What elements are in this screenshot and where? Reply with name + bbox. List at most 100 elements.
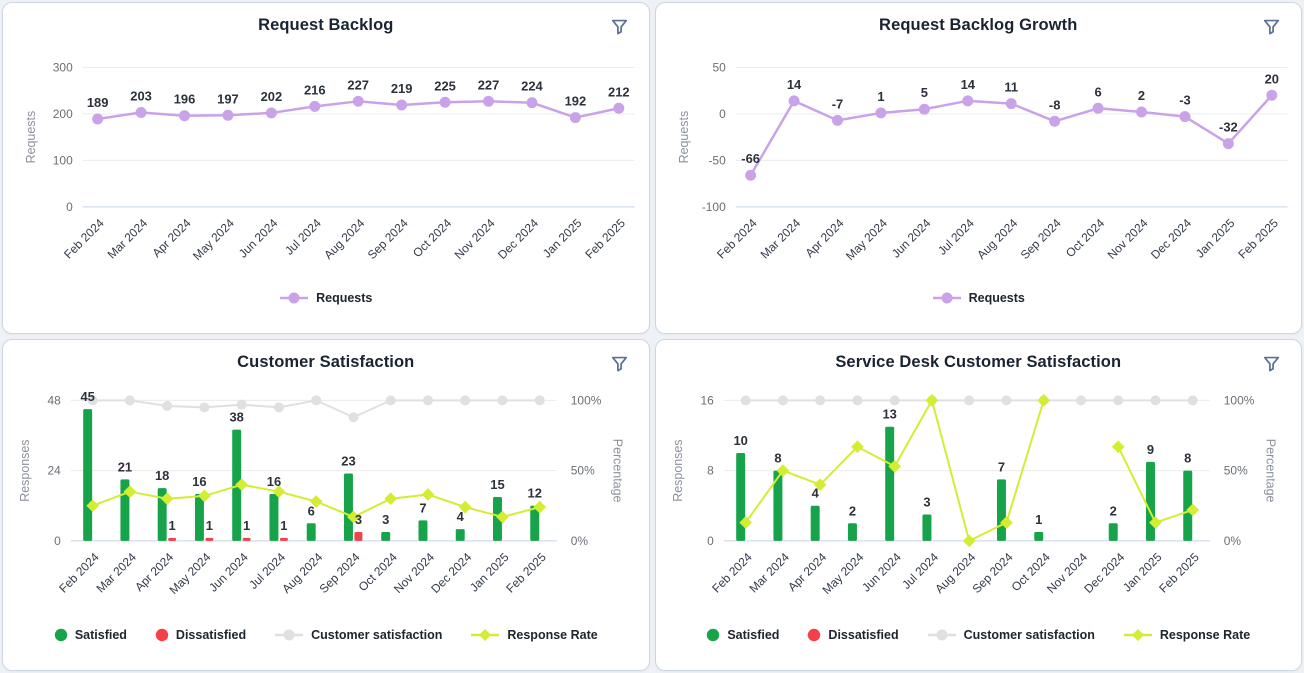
svg-text:Nov 2024: Nov 2024 xyxy=(452,216,498,262)
data-labels: 10 8 4 2 13 3 7 1 2 9 8 xyxy=(733,407,1191,527)
svg-text:-7: -7 xyxy=(831,96,843,111)
svg-text:300: 300 xyxy=(53,60,73,74)
legend-item-response-rate[interactable]: Response Rate xyxy=(1123,628,1250,642)
circle-icon xyxy=(155,628,169,642)
legend-label: Customer satisfaction xyxy=(963,628,1095,642)
svg-text:Aug 2024: Aug 2024 xyxy=(974,216,1020,262)
series-requests xyxy=(92,95,625,125)
diamond-line-icon xyxy=(471,629,500,641)
svg-text:Dec 2024: Dec 2024 xyxy=(1081,550,1127,596)
svg-text:Dec 2024: Dec 2024 xyxy=(428,550,474,596)
svg-text:100%: 100% xyxy=(1223,393,1254,407)
chart-card-customer-satisfaction: Customer Satisfaction 48 24 0 Responses 100%… xyxy=(2,339,650,671)
svg-text:-32: -32 xyxy=(1219,120,1238,135)
svg-text:Feb 2025: Feb 2025 xyxy=(1235,216,1281,262)
legend-item-requests[interactable]: Requests xyxy=(932,291,1025,305)
svg-text:5: 5 xyxy=(920,85,927,100)
svg-text:2: 2 xyxy=(848,503,855,518)
svg-text:-8: -8 xyxy=(1048,97,1060,112)
svg-text:100%: 100% xyxy=(571,393,602,407)
svg-text:Responses: Responses xyxy=(670,439,684,501)
svg-text:Mar 2024: Mar 2024 xyxy=(757,216,803,262)
svg-text:Oct 2024: Oct 2024 xyxy=(1063,216,1107,260)
svg-text:10: 10 xyxy=(733,433,747,448)
svg-text:Percentage: Percentage xyxy=(611,439,625,503)
svg-text:196: 196 xyxy=(174,92,196,107)
gridlines-and-axes: 50 0 -50 -100 Requests xyxy=(676,60,1288,214)
series-response-rate xyxy=(86,478,547,524)
svg-text:48: 48 xyxy=(47,393,61,407)
legend-item-customer-satisfaction[interactable]: Customer satisfaction xyxy=(927,628,1095,642)
svg-text:227: 227 xyxy=(478,77,500,92)
svg-text:Apr 2024: Apr 2024 xyxy=(802,216,846,260)
series-dissatisfied xyxy=(168,532,363,541)
svg-text:50%: 50% xyxy=(571,464,595,478)
legend-item-satisfied[interactable]: Satisfied xyxy=(706,628,779,642)
svg-text:Jan 2025: Jan 2025 xyxy=(1192,216,1237,261)
svg-text:8: 8 xyxy=(774,451,781,466)
legend-label: Satisfied xyxy=(74,628,127,642)
circle-line-icon xyxy=(275,629,304,641)
svg-text:Jun 2024: Jun 2024 xyxy=(206,550,251,595)
data-labels: 189 203 196 197 202 216 227 219 225 227 224 192 212 xyxy=(87,77,630,110)
svg-text:May 2024: May 2024 xyxy=(843,216,890,263)
svg-text:1: 1 xyxy=(877,89,884,104)
svg-text:14: 14 xyxy=(786,77,801,92)
svg-text:192: 192 xyxy=(565,94,587,109)
legend-item-dissatisfied[interactable]: Dissatisfied xyxy=(807,628,899,642)
chart-legend: Requests xyxy=(656,291,1302,305)
legend-item-requests[interactable]: Requests xyxy=(279,291,372,305)
filter-funnel-icon xyxy=(611,19,627,35)
circle-icon xyxy=(808,628,821,642)
chart-title: Service Desk Customer Satisfaction xyxy=(835,353,1122,371)
legend-item-response-rate[interactable]: Response Rate xyxy=(470,628,598,642)
svg-text:-100: -100 xyxy=(701,200,725,214)
filter-funnel-icon-button[interactable] xyxy=(608,15,631,38)
svg-text:20: 20 xyxy=(1264,71,1278,86)
svg-text:Sep 2024: Sep 2024 xyxy=(365,216,411,262)
diamond-line-icon xyxy=(1123,629,1152,641)
svg-text:16: 16 xyxy=(267,474,281,489)
series-requests xyxy=(744,89,1277,181)
svg-text:-50: -50 xyxy=(708,153,726,167)
svg-text:Dec 2024: Dec 2024 xyxy=(495,216,541,262)
data-labels: 45 21 18 16 38 16 6 23 3 7 4 15 12 1 1 1 1 3 xyxy=(80,389,541,533)
legend-item-satisfied[interactable]: Satisfied xyxy=(54,628,127,642)
svg-text:224: 224 xyxy=(521,79,543,94)
svg-text:3: 3 xyxy=(382,512,389,527)
svg-text:6: 6 xyxy=(1094,84,1101,99)
svg-text:4: 4 xyxy=(811,486,819,501)
filter-funnel-icon xyxy=(611,356,627,372)
svg-text:Jul 2024: Jul 2024 xyxy=(935,216,977,258)
svg-text:21: 21 xyxy=(118,459,132,474)
filter-funnel-icon-button[interactable] xyxy=(1260,15,1283,38)
circle-icon xyxy=(54,628,68,642)
filter-funnel-icon-button[interactable] xyxy=(608,352,631,375)
svg-text:7: 7 xyxy=(419,500,426,515)
svg-text:50%: 50% xyxy=(1223,464,1247,478)
svg-text:200: 200 xyxy=(53,107,73,121)
svg-text:16: 16 xyxy=(192,474,206,489)
svg-text:2: 2 xyxy=(1109,503,1116,518)
legend-item-customer-satisfaction[interactable]: Customer satisfaction xyxy=(274,628,442,642)
data-labels: -66 14 -7 1 5 14 11 -8 6 2 -3 -32 20 xyxy=(741,71,1279,166)
filter-funnel-icon-button[interactable] xyxy=(1260,352,1283,375)
svg-text:202: 202 xyxy=(261,89,283,104)
svg-text:Mar 2024: Mar 2024 xyxy=(746,550,792,596)
svg-text:Apr 2024: Apr 2024 xyxy=(149,216,193,260)
legend-item-dissatisfied[interactable]: Dissatisfied xyxy=(155,628,246,642)
svg-text:Jun 2024: Jun 2024 xyxy=(236,216,281,261)
svg-text:7: 7 xyxy=(997,459,1004,474)
svg-text:Responses: Responses xyxy=(18,439,32,501)
legend-label: Dissatisfied xyxy=(175,628,247,642)
legend-label: Requests xyxy=(968,291,1025,305)
svg-text:Jun 2024: Jun 2024 xyxy=(888,216,933,261)
svg-text:-66: -66 xyxy=(741,151,760,166)
chart-title: Request Backlog xyxy=(258,16,394,34)
chart-legend: Satisfied Dissatisfied Customer satisfacti… xyxy=(656,628,1302,642)
